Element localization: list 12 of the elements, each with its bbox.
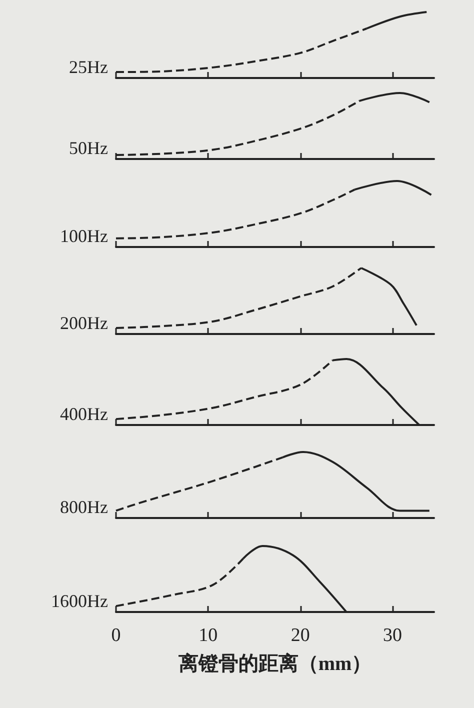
y-axis-title: 100Hz bbox=[60, 226, 108, 246]
y-axis-title: 50Hz bbox=[69, 138, 108, 158]
y-axis-title: 400Hz bbox=[60, 404, 108, 424]
x-tick-label: 0 bbox=[111, 625, 121, 646]
x-tick-label: 30 bbox=[383, 625, 402, 646]
x-tick-label: 20 bbox=[290, 625, 310, 646]
y-axis-title: 200Hz bbox=[60, 313, 108, 333]
y-axis-title: 800Hz bbox=[60, 497, 108, 517]
y-axis-title: 1600Hz bbox=[51, 591, 108, 611]
x-axis-title: 离镫骨的距离（mm） bbox=[177, 652, 372, 675]
y-axis-title: 25Hz bbox=[69, 57, 108, 77]
x-tick-label: 10 bbox=[198, 625, 218, 646]
